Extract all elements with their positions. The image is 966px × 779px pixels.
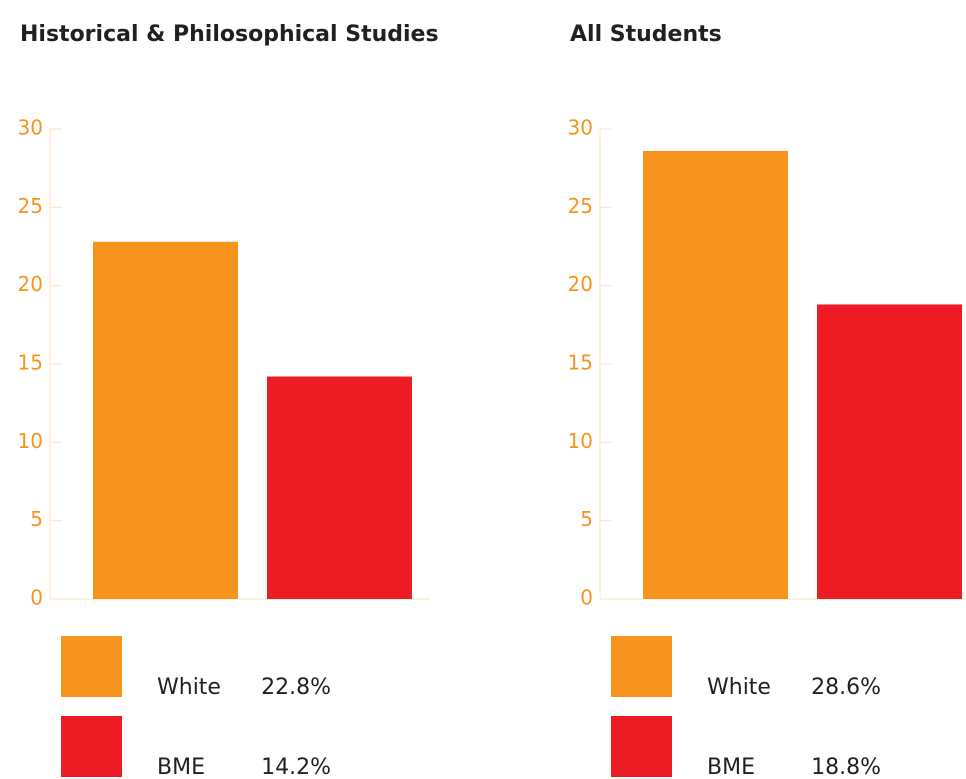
y-tick-label: 25 [568,194,593,218]
chart-title: All Students [570,22,722,47]
y-tick-label: 15 [568,351,593,375]
y-tick-label: 30 [568,116,593,140]
value-label: 14.2% [261,755,331,779]
y-tick-label: 5 [30,507,43,531]
value-label: 28.6% [811,675,881,700]
y-tick-label: 5 [580,507,593,531]
bar [817,304,962,599]
value-label: 22.8% [261,675,331,700]
value-label: 18.8% [811,755,881,779]
legend-swatch [611,716,672,777]
y-tick-label: 25 [18,194,43,218]
bar [267,376,412,599]
legend-swatch [611,636,672,697]
bar [93,241,238,600]
legend-label: BME [157,755,205,779]
legend-label: White [707,675,771,700]
legend-label: White [157,675,221,700]
y-tick-label: 20 [18,272,43,296]
y-tick-label: 20 [568,272,593,296]
y-tick-label: 30 [18,116,43,140]
y-tick-label: 10 [18,429,43,453]
y-tick-label: 0 [30,586,43,610]
bar [643,150,788,599]
y-tick-label: 0 [580,586,593,610]
y-tick-label: 15 [18,351,43,375]
y-tick-label: 10 [568,429,593,453]
legend-label: BME [707,755,755,779]
legend-swatch [61,716,122,777]
legend-swatch [61,636,122,697]
chart-title: Historical & Philosophical Studies [20,22,439,47]
